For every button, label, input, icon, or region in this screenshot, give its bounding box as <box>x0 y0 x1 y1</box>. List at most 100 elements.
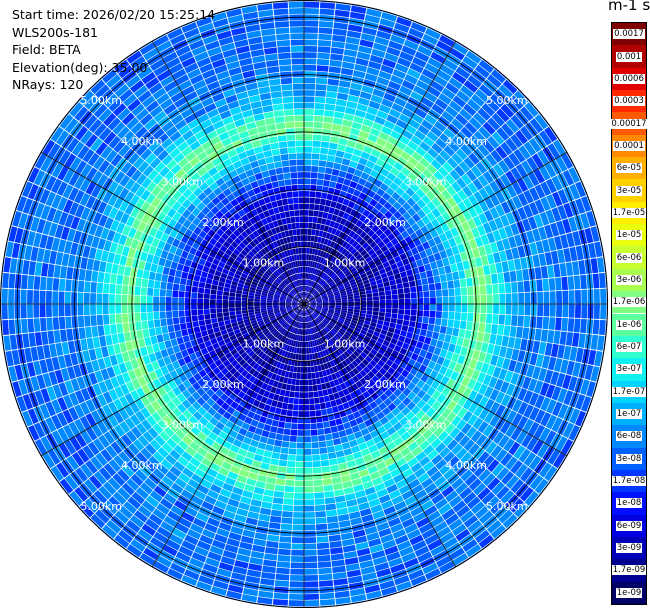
ppi-gate <box>535 240 545 254</box>
ppi-gate <box>277 368 283 376</box>
ppi-gate <box>341 304 348 307</box>
ppi-gate <box>318 287 324 293</box>
ppi-gate <box>126 544 143 558</box>
ppi-gate <box>304 77 316 84</box>
ppi-gate <box>194 489 207 501</box>
ppi-gate <box>490 500 505 515</box>
ppi-gate <box>478 212 488 225</box>
ppi-gate <box>513 258 522 271</box>
ppi-gate <box>365 289 372 295</box>
ppi-gate <box>292 372 297 379</box>
ppi-gate <box>259 507 272 516</box>
ppi-gate <box>216 568 232 578</box>
ppi-gate <box>319 377 325 384</box>
ppi-gate <box>141 278 149 288</box>
ppi-gate <box>338 272 345 278</box>
ppi-gate <box>467 312 474 322</box>
ppi-gate <box>361 326 369 332</box>
ppi-gate <box>290 562 304 569</box>
ppi-gate <box>484 398 495 411</box>
ppi-gate <box>286 364 291 372</box>
ppi-gate <box>320 408 328 416</box>
ppi-gate <box>111 263 119 275</box>
ppi-gate <box>358 318 365 324</box>
ppi-gate <box>323 116 334 124</box>
ppi-gate <box>128 285 135 295</box>
ppi-gate <box>306 316 309 322</box>
ppi-gate <box>332 274 338 281</box>
ppi-gate <box>294 385 300 392</box>
ppi-gate <box>265 398 273 406</box>
ppi-gate <box>239 541 253 551</box>
ppi-gate <box>280 335 286 342</box>
ppi-gate <box>377 283 384 289</box>
ppi-gate <box>456 177 467 189</box>
ppi-gate <box>364 180 373 190</box>
ppi-gate <box>322 308 328 312</box>
ppi-gate <box>345 228 352 236</box>
ppi-gate <box>306 260 309 267</box>
ppi-gate <box>181 271 189 279</box>
ppi-gate <box>464 121 478 135</box>
ppi-gate <box>326 268 332 275</box>
ppi-gate <box>306 247 310 254</box>
ppi-gate <box>477 174 489 187</box>
ppi-gate <box>393 388 402 398</box>
ppi-gate <box>317 256 322 263</box>
ppi-gate <box>310 328 314 334</box>
ppi-gate <box>223 510 236 520</box>
ppi-gate <box>230 526 244 535</box>
ppi-gate <box>553 264 561 278</box>
ppi-gate <box>316 285 322 291</box>
ppi-gate <box>333 188 341 196</box>
ppi-gate <box>433 521 448 533</box>
ppi-gate <box>436 259 444 268</box>
ppi-gate <box>92 336 101 349</box>
ppi-gate <box>587 242 597 259</box>
ppi-gate <box>376 76 390 86</box>
ppi-gate <box>562 170 575 186</box>
ppi-gate <box>266 476 277 485</box>
ppi-gate <box>360 172 370 181</box>
ppi-gate <box>284 371 290 378</box>
ppi-gate <box>316 300 323 303</box>
ppi-gate <box>392 268 400 275</box>
ppi-gate <box>469 358 478 370</box>
ppi-gate <box>482 140 495 153</box>
ppi-gate <box>374 202 383 211</box>
ppi-gate <box>310 235 315 242</box>
ppi-gate <box>436 242 445 252</box>
ppi-gate <box>205 557 220 568</box>
ppi-gate <box>510 223 520 236</box>
ppi-gate <box>593 304 600 320</box>
ppi-gate <box>334 310 341 314</box>
ppi-gate <box>309 197 315 204</box>
ppi-gate <box>411 484 424 495</box>
ppi-gate <box>351 360 359 368</box>
ppi-gate <box>259 415 267 424</box>
ppi-gate <box>341 367 349 375</box>
ppi-gate <box>513 445 526 460</box>
ppi-gate <box>407 274 415 282</box>
ppi-gate <box>400 330 407 337</box>
ppi-gate <box>431 379 440 390</box>
ppi-gate <box>273 592 289 600</box>
ppi-gate <box>170 505 184 517</box>
ppi-gate <box>368 277 376 283</box>
ppi-gate <box>451 415 462 427</box>
ppi-gate <box>245 380 253 389</box>
ppi-gate <box>425 351 433 361</box>
ppi-gate <box>346 140 357 148</box>
ppi-gate <box>302 335 304 342</box>
ppi-gate <box>431 390 441 400</box>
ppi-gate <box>462 198 473 210</box>
ppi-gate <box>397 288 404 294</box>
ppi-gate <box>545 414 557 430</box>
ppi-gate <box>398 265 406 273</box>
ppi-gate <box>415 146 427 157</box>
ppi-gate <box>304 64 317 71</box>
ppi-gate <box>320 321 326 327</box>
ppi-gate <box>322 389 329 396</box>
ppi-gate <box>484 274 492 285</box>
ppi-gate <box>290 333 295 340</box>
